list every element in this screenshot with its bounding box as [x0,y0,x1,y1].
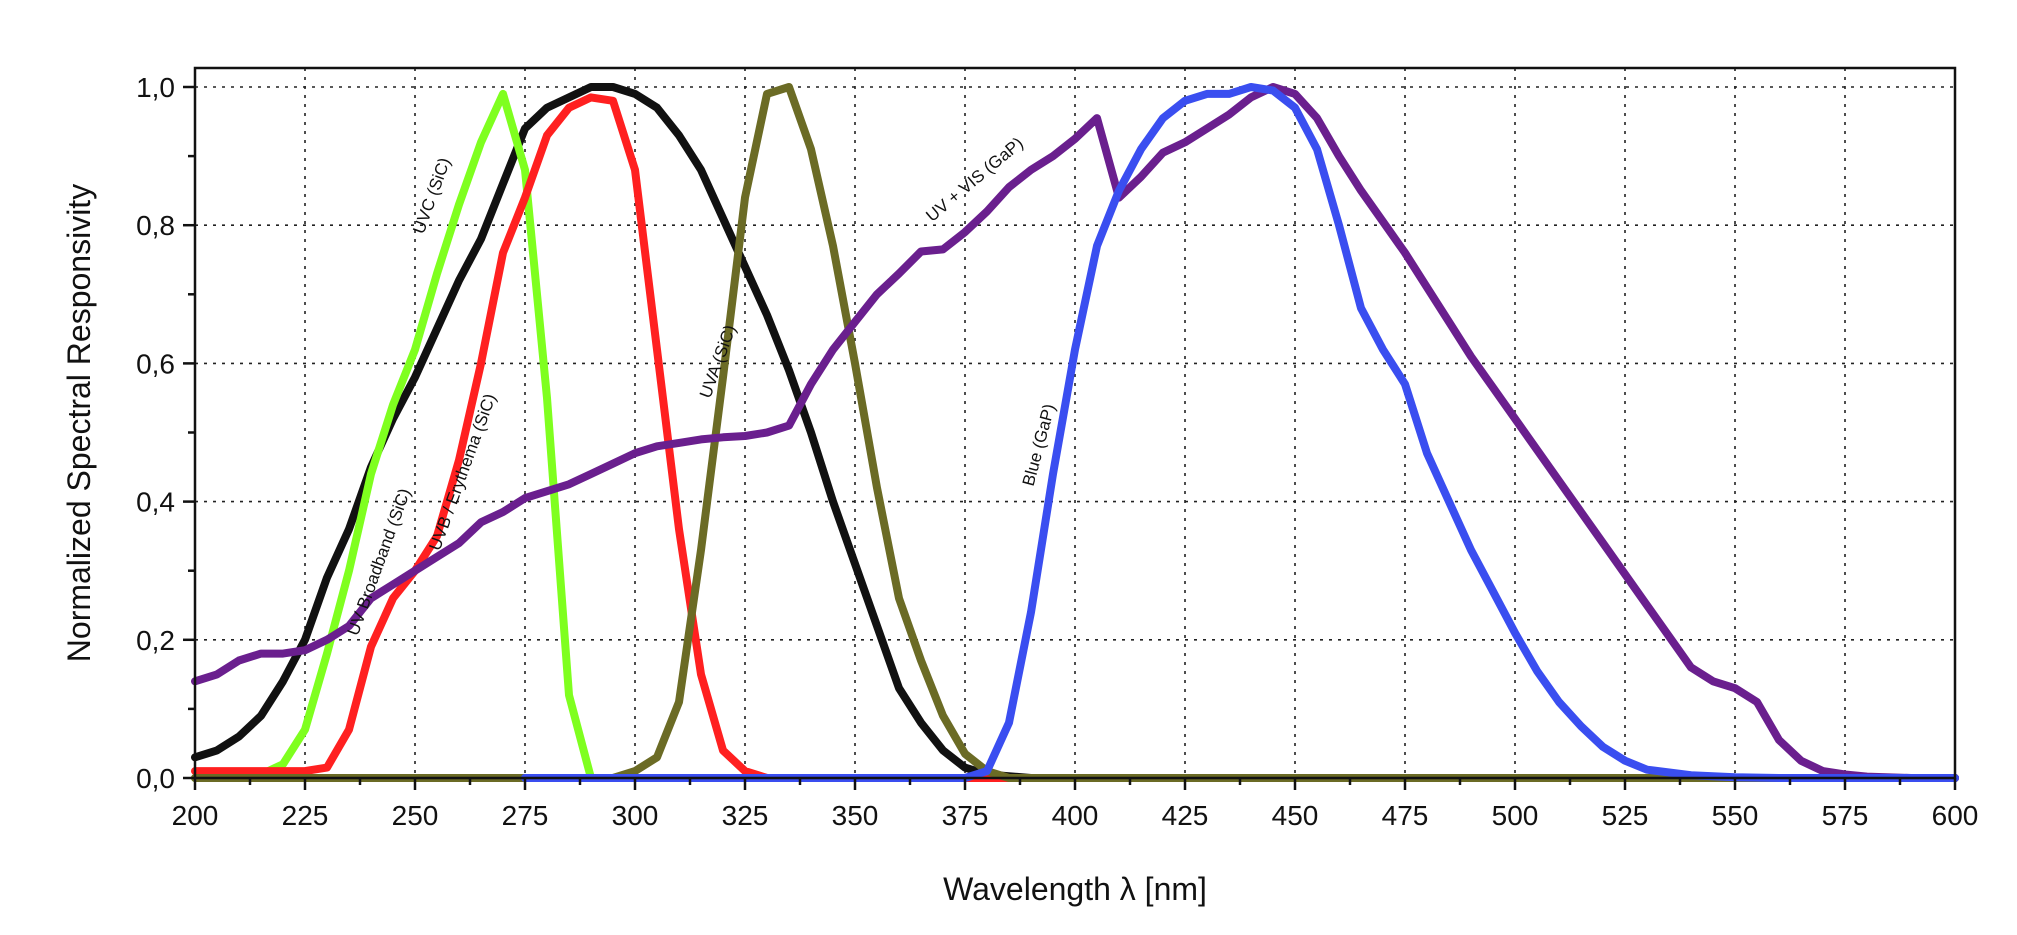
x-tick-label: 450 [1272,800,1319,831]
x-tick-label: 200 [172,800,219,831]
x-tick-label: 350 [832,800,879,831]
series-line [191,83,1959,782]
x-tick-label: 600 [1932,800,1979,831]
x-tick-label: 425 [1162,800,1209,831]
y-tick-label: 0,2 [136,625,175,656]
x-tick-label: 225 [282,800,329,831]
x-tick-label: 525 [1602,800,1649,831]
series-lines [191,83,1959,782]
series-label: UVC (SiC) [409,155,454,236]
y-tick-label: 0,4 [136,487,175,518]
x-tick-label: 300 [612,800,659,831]
x-tick-label: 275 [502,800,549,831]
series-line [191,93,1959,782]
y-tick-label: 0,0 [136,763,175,794]
series-line [191,83,1959,782]
y-tick-labels: 0,0 0,2 0,4 0,6 0,8 1,0 [136,72,175,794]
series-label: UVB / Erythema (SiC) [425,391,499,553]
y-axis-title: Normalized Spectral Responsivity [61,184,97,662]
x-tick-label: 400 [1052,800,1099,831]
series-line [521,83,1959,782]
x-tick-label: 500 [1492,800,1539,831]
y-tick-label: 0,8 [136,210,175,241]
y-tick-label: 1,0 [136,72,175,103]
x-tick-label: 250 [392,800,439,831]
x-tick-label: 575 [1822,800,1869,831]
series-line [191,83,1959,782]
x-tick-label: 550 [1712,800,1759,831]
series-label: UV + VIS (GaP) [922,134,1026,226]
x-tick-label: 325 [722,800,769,831]
x-tick-labels: 200 225 250 275 300 325 350 375 400 425 450 475 500 5… [172,800,1979,831]
x-tick-label: 375 [942,800,989,831]
x-axis-title: Wavelength λ [nm] [943,871,1207,907]
x-tick-label: 475 [1382,800,1429,831]
axis-ticks [183,85,1957,790]
series-line [191,89,1959,782]
series-label: UVA (SiC) [696,322,740,400]
y-tick-label: 0,6 [136,348,175,379]
